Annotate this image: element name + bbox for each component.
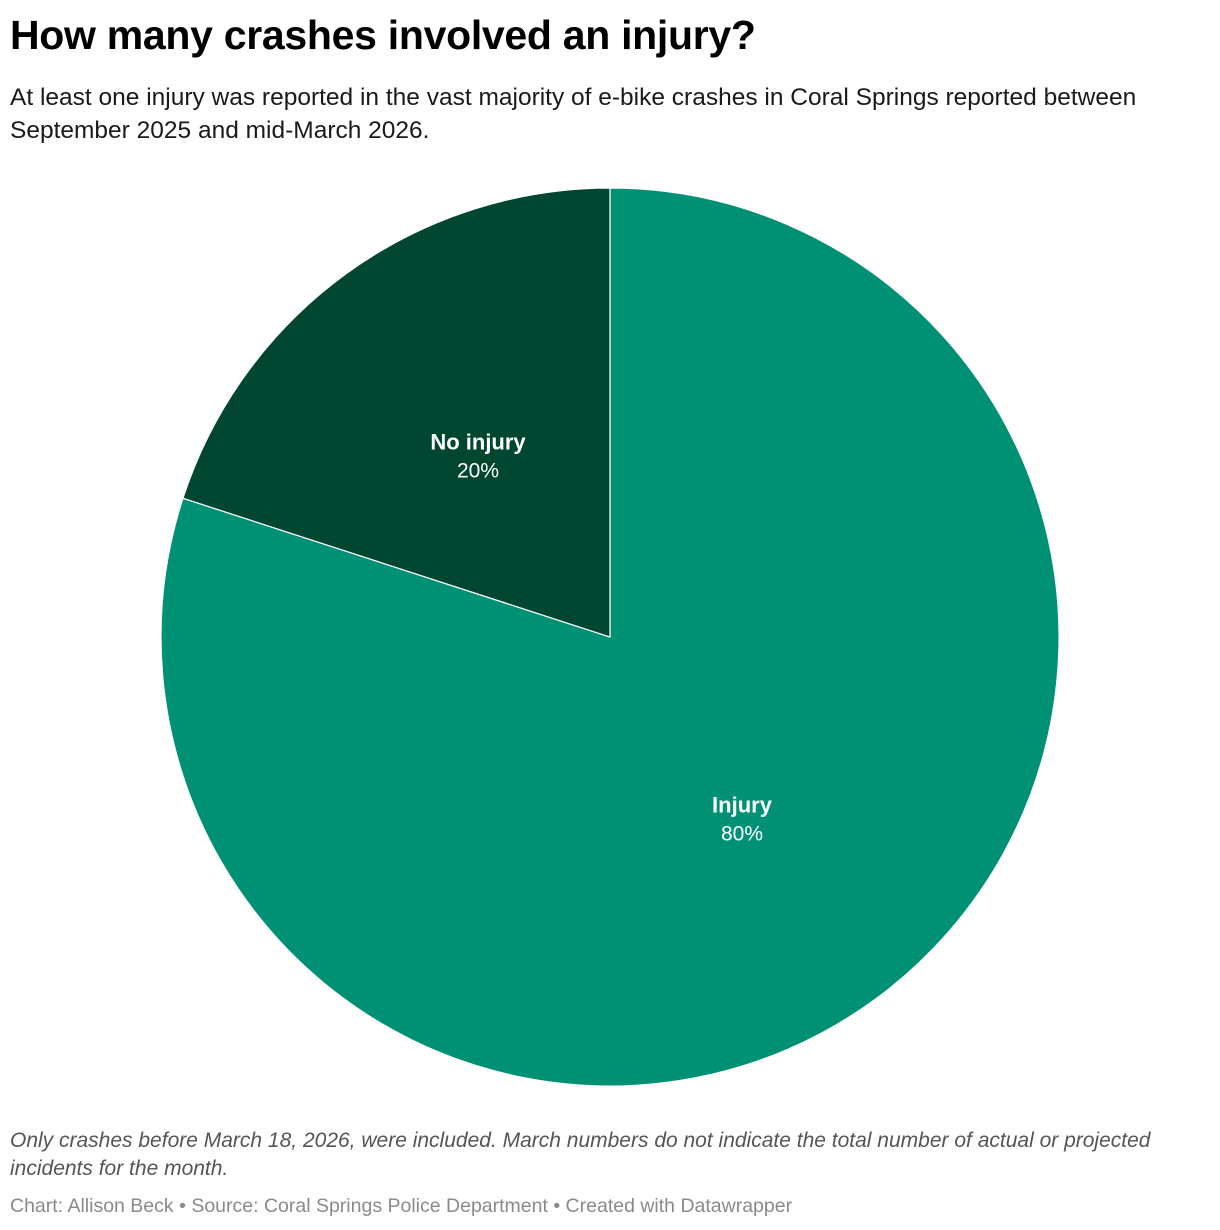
pie-slice-no-injury [182,187,611,638]
slice-value-no-injury: 20% [457,459,499,482]
pie-chart-area: Injury 80% No injury 20% [0,170,1220,1110]
chart-notes: Only crashes before March 18, 2026, were… [10,1129,1151,1180]
pie-labels: Injury 80% No injury 20% [430,429,772,845]
slice-label-injury: Injury [712,793,773,818]
chart-subtitle: At least one injury was reported in the … [10,84,1137,144]
slice-label-no-injury: No injury [430,429,526,454]
slice-value-injury: 80% [721,823,763,846]
chart-byline: Chart: Allison Beck • Source: Coral Spri… [10,1195,793,1217]
pie-chart: Injury 80% No injury 20% [160,187,1060,1087]
chart-title: How many crashes involved an injury? [10,12,756,58]
pie-slices [160,187,1060,1087]
